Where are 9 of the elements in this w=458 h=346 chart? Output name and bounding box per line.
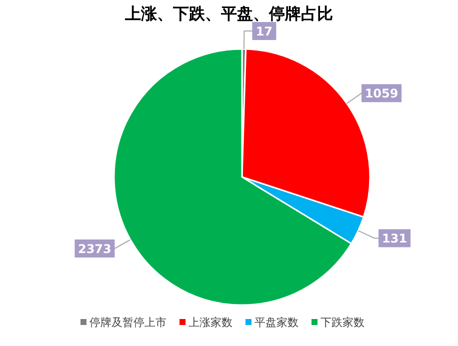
data-label: 1059 (364, 86, 398, 101)
legend-label: 停牌及暂停上市 (90, 316, 166, 329)
legend-label: 平盘家数 (254, 316, 298, 329)
legend-label: 上涨家数 (188, 316, 232, 329)
data-label: 2373 (78, 242, 112, 256)
legend-label: 下跌家数 (320, 316, 364, 329)
data-label: 131 (382, 232, 408, 246)
chart-title: 上涨、下跌、平盘、停牌占比 (124, 4, 333, 23)
data-label: 17 (256, 24, 273, 39)
